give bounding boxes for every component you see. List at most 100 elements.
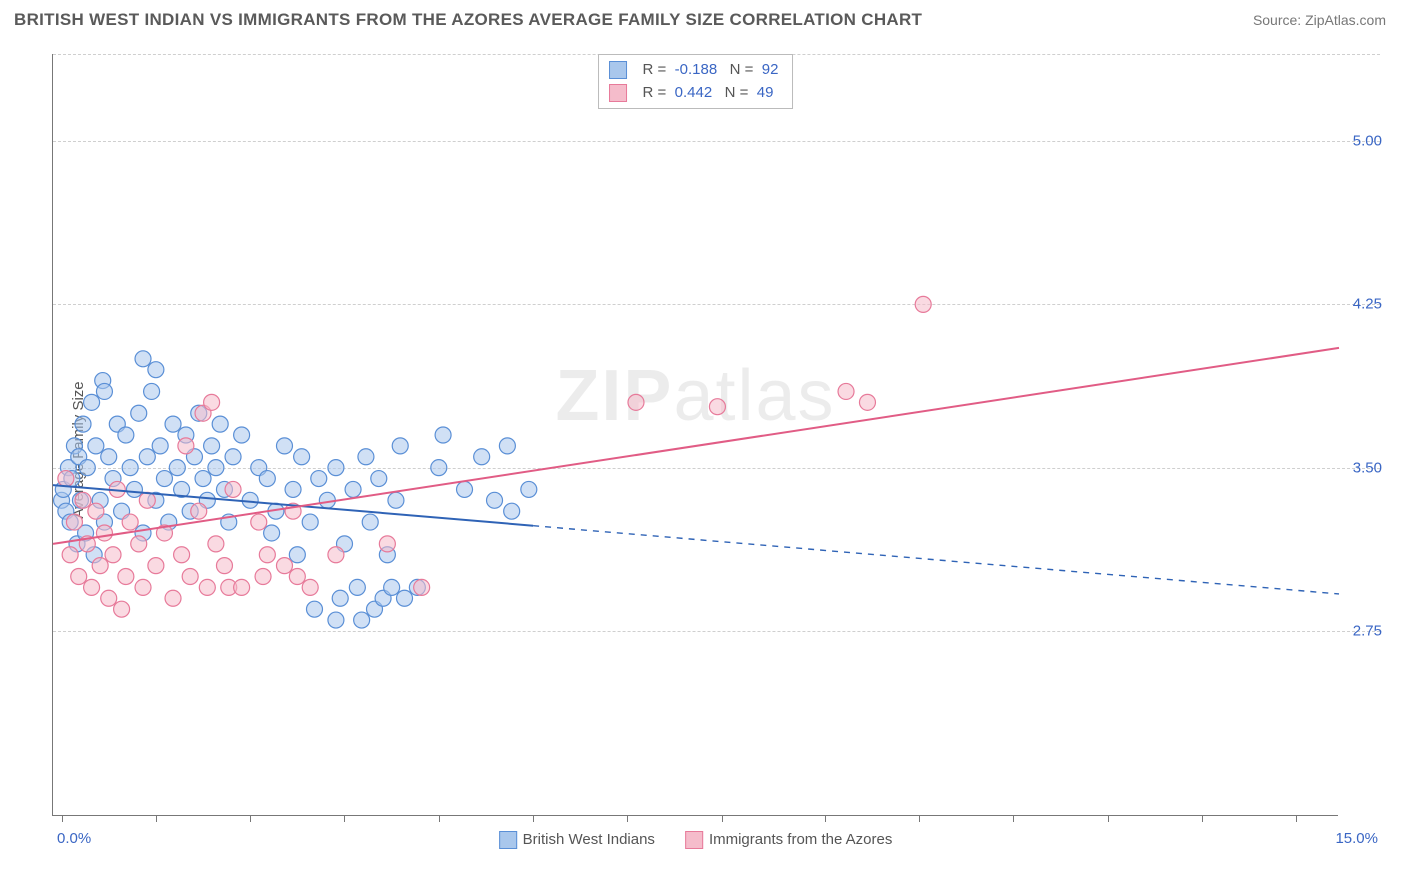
data-point <box>96 383 112 399</box>
x-tick <box>1296 815 1297 822</box>
data-point <box>101 449 117 465</box>
data-point <box>264 525 280 541</box>
data-point <box>88 438 104 454</box>
data-point <box>431 460 447 476</box>
data-point <box>397 590 413 606</box>
series-legend: British West Indians Immigrants from the… <box>499 831 893 849</box>
data-point <box>709 399 725 415</box>
data-point <box>139 449 155 465</box>
data-point <box>499 438 515 454</box>
plot-area: ZIPatlas 2.753.504.255.00 R = -0.188 N =… <box>52 54 1338 816</box>
data-point <box>174 547 190 563</box>
data-point <box>216 558 232 574</box>
data-point <box>294 449 310 465</box>
source-label: Source: ZipAtlas.com <box>1253 12 1386 28</box>
x-tick <box>1013 815 1014 822</box>
data-point <box>379 536 395 552</box>
data-point <box>358 449 374 465</box>
data-point <box>487 492 503 508</box>
data-point <box>276 438 292 454</box>
x-tick <box>344 815 345 822</box>
legend-swatch-1 <box>685 831 703 849</box>
data-point <box>182 569 198 585</box>
data-point <box>234 427 250 443</box>
data-point <box>328 612 344 628</box>
data-point <box>521 481 537 497</box>
data-point <box>165 590 181 606</box>
data-point <box>328 460 344 476</box>
legend-item-0: British West Indians <box>499 831 655 849</box>
data-point <box>88 503 104 519</box>
series-swatch-0 <box>609 61 627 79</box>
data-point <box>332 590 348 606</box>
data-point <box>504 503 520 519</box>
data-point <box>96 525 112 541</box>
trend-line <box>53 348 1339 544</box>
data-point <box>259 471 275 487</box>
data-point <box>84 579 100 595</box>
data-point <box>118 427 134 443</box>
r-value-1: 0.442 <box>675 84 713 101</box>
data-point <box>474 449 490 465</box>
n-value-0: 92 <box>762 61 779 78</box>
data-point <box>139 492 155 508</box>
data-point <box>208 536 224 552</box>
data-point <box>58 471 74 487</box>
data-point <box>208 460 224 476</box>
data-point <box>251 514 267 530</box>
x-tick <box>627 815 628 822</box>
x-tick <box>1108 815 1109 822</box>
x-tick <box>533 815 534 822</box>
n-value-1: 49 <box>757 84 774 101</box>
data-point <box>84 394 100 410</box>
data-point <box>131 405 147 421</box>
data-point <box>414 579 430 595</box>
data-point <box>126 481 142 497</box>
x-tick <box>1202 815 1203 822</box>
data-point <box>144 383 160 399</box>
data-point <box>191 503 207 519</box>
data-point <box>92 558 108 574</box>
data-point <box>285 481 301 497</box>
data-point <box>169 460 185 476</box>
data-point <box>255 569 271 585</box>
data-point <box>859 394 875 410</box>
r-value-0: -0.188 <box>675 61 718 78</box>
data-point <box>152 438 168 454</box>
data-point <box>225 449 241 465</box>
y-tick-label: 2.75 <box>1353 622 1382 639</box>
data-point <box>114 601 130 617</box>
data-point <box>122 460 138 476</box>
data-point <box>101 590 117 606</box>
data-point <box>79 460 95 476</box>
chart-container: Average Family Size ZIPatlas 2.753.504.2… <box>14 40 1392 860</box>
data-point <box>204 438 220 454</box>
data-point <box>302 514 318 530</box>
data-point <box>915 296 931 312</box>
y-tick-label: 4.25 <box>1353 296 1382 313</box>
data-point <box>388 492 404 508</box>
data-point <box>165 416 181 432</box>
data-point <box>628 394 644 410</box>
data-point <box>259 547 275 563</box>
data-point <box>349 579 365 595</box>
data-point <box>66 514 82 530</box>
data-point <box>354 612 370 628</box>
data-point <box>362 514 378 530</box>
data-point <box>457 481 473 497</box>
x-tick <box>919 815 920 822</box>
y-tick-label: 5.00 <box>1353 133 1382 150</box>
x-axis-min-label: 0.0% <box>57 830 91 847</box>
x-tick <box>156 815 157 822</box>
data-point <box>289 569 305 585</box>
x-axis-max-label: 15.0% <box>1335 830 1378 847</box>
data-point <box>289 547 305 563</box>
data-point <box>838 383 854 399</box>
data-point <box>105 547 121 563</box>
data-point <box>118 569 134 585</box>
data-point <box>135 579 151 595</box>
data-point <box>371 471 387 487</box>
legend-label-0: British West Indians <box>523 831 655 848</box>
data-point <box>178 438 194 454</box>
data-point <box>328 547 344 563</box>
